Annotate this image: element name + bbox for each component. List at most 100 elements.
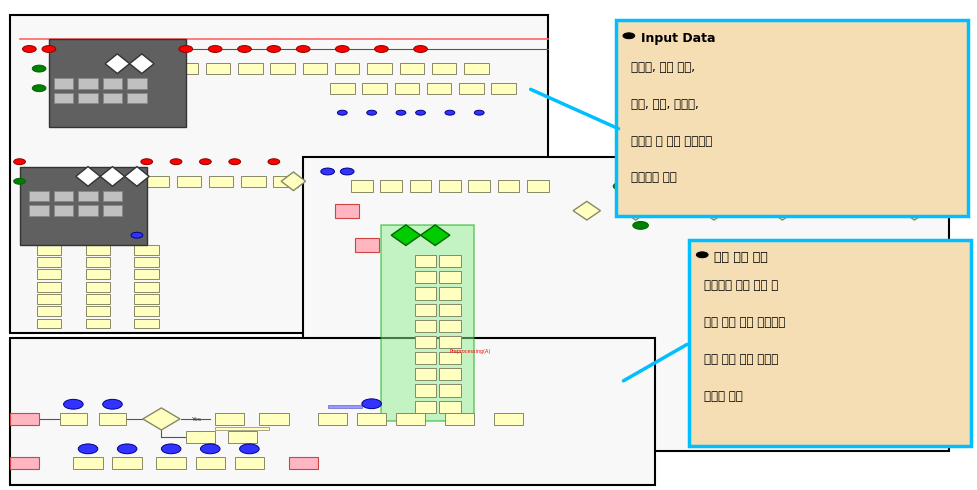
FancyBboxPatch shape <box>414 401 436 413</box>
FancyBboxPatch shape <box>439 255 460 267</box>
FancyBboxPatch shape <box>274 176 297 187</box>
Circle shape <box>366 110 376 115</box>
FancyBboxPatch shape <box>367 63 391 74</box>
FancyBboxPatch shape <box>10 457 39 469</box>
FancyBboxPatch shape <box>527 180 548 192</box>
FancyBboxPatch shape <box>762 264 784 275</box>
Polygon shape <box>621 201 649 220</box>
FancyBboxPatch shape <box>145 176 168 187</box>
Text: Preprocessing(A): Preprocessing(A) <box>449 349 490 354</box>
FancyBboxPatch shape <box>215 413 244 425</box>
FancyBboxPatch shape <box>432 63 455 74</box>
FancyBboxPatch shape <box>439 180 460 192</box>
Circle shape <box>103 399 122 409</box>
FancyBboxPatch shape <box>414 384 436 397</box>
Text: 동일하게 생성: 동일하게 생성 <box>630 172 676 185</box>
FancyBboxPatch shape <box>49 39 186 127</box>
Circle shape <box>696 252 707 258</box>
FancyBboxPatch shape <box>414 287 436 299</box>
FancyBboxPatch shape <box>134 318 158 328</box>
FancyBboxPatch shape <box>86 318 110 328</box>
FancyBboxPatch shape <box>86 306 110 316</box>
FancyBboxPatch shape <box>303 63 326 74</box>
FancyBboxPatch shape <box>103 191 122 201</box>
FancyBboxPatch shape <box>215 427 269 430</box>
FancyBboxPatch shape <box>871 264 893 275</box>
Text: 모델명, 제품 규격,: 모델명, 제품 규격, <box>630 61 694 74</box>
Polygon shape <box>143 408 180 430</box>
FancyBboxPatch shape <box>134 257 158 267</box>
Circle shape <box>161 444 181 454</box>
Circle shape <box>208 46 222 52</box>
Circle shape <box>199 159 211 165</box>
Text: Yes: Yes <box>191 417 201 422</box>
Text: 층수, 두께, 홀크기,: 층수, 두께, 홀크기, <box>630 98 698 111</box>
FancyBboxPatch shape <box>37 245 61 255</box>
FancyBboxPatch shape <box>127 78 147 89</box>
FancyBboxPatch shape <box>270 63 295 74</box>
FancyBboxPatch shape <box>60 413 87 425</box>
Polygon shape <box>900 201 927 220</box>
FancyBboxPatch shape <box>396 413 425 425</box>
FancyBboxPatch shape <box>414 319 436 332</box>
Circle shape <box>613 182 628 190</box>
Circle shape <box>42 46 56 52</box>
Circle shape <box>32 85 46 92</box>
FancyBboxPatch shape <box>735 264 756 275</box>
FancyBboxPatch shape <box>735 205 756 216</box>
FancyBboxPatch shape <box>871 205 893 216</box>
FancyBboxPatch shape <box>414 368 436 380</box>
Polygon shape <box>391 225 420 245</box>
Circle shape <box>229 159 240 165</box>
FancyBboxPatch shape <box>445 413 474 425</box>
FancyBboxPatch shape <box>29 205 49 216</box>
FancyBboxPatch shape <box>414 271 436 283</box>
FancyBboxPatch shape <box>329 83 354 94</box>
Polygon shape <box>125 167 149 186</box>
FancyBboxPatch shape <box>409 180 431 192</box>
Circle shape <box>413 46 427 52</box>
FancyBboxPatch shape <box>78 205 98 216</box>
FancyBboxPatch shape <box>127 93 147 103</box>
FancyBboxPatch shape <box>103 93 122 103</box>
FancyBboxPatch shape <box>439 336 460 348</box>
FancyBboxPatch shape <box>238 63 262 74</box>
FancyBboxPatch shape <box>414 255 436 267</box>
Polygon shape <box>573 201 600 220</box>
FancyBboxPatch shape <box>439 384 460 397</box>
FancyBboxPatch shape <box>616 20 967 216</box>
FancyBboxPatch shape <box>134 294 158 304</box>
FancyBboxPatch shape <box>789 264 811 275</box>
Circle shape <box>14 159 25 165</box>
FancyBboxPatch shape <box>86 257 110 267</box>
FancyBboxPatch shape <box>439 401 460 413</box>
FancyBboxPatch shape <box>103 78 122 89</box>
FancyBboxPatch shape <box>37 306 61 316</box>
Polygon shape <box>129 54 154 74</box>
Circle shape <box>78 444 98 454</box>
FancyBboxPatch shape <box>899 205 920 216</box>
Circle shape <box>32 65 46 72</box>
Circle shape <box>22 46 36 52</box>
FancyBboxPatch shape <box>414 336 436 348</box>
FancyBboxPatch shape <box>497 180 519 192</box>
FancyBboxPatch shape <box>439 287 460 299</box>
Text: Input Data: Input Data <box>640 32 714 45</box>
Circle shape <box>337 110 347 115</box>
Circle shape <box>131 232 143 238</box>
FancyBboxPatch shape <box>259 413 288 425</box>
Circle shape <box>335 46 349 52</box>
FancyBboxPatch shape <box>493 413 523 425</box>
FancyBboxPatch shape <box>327 405 361 408</box>
FancyBboxPatch shape <box>354 238 379 252</box>
FancyBboxPatch shape <box>288 457 318 469</box>
FancyBboxPatch shape <box>10 15 547 333</box>
FancyBboxPatch shape <box>707 205 729 216</box>
Text: 수주량 등 실제 데이터와: 수주량 등 실제 데이터와 <box>630 135 711 148</box>
FancyBboxPatch shape <box>134 306 158 316</box>
FancyBboxPatch shape <box>357 413 386 425</box>
Circle shape <box>622 33 634 39</box>
FancyBboxPatch shape <box>99 413 126 425</box>
Polygon shape <box>420 225 449 245</box>
Circle shape <box>415 110 425 115</box>
